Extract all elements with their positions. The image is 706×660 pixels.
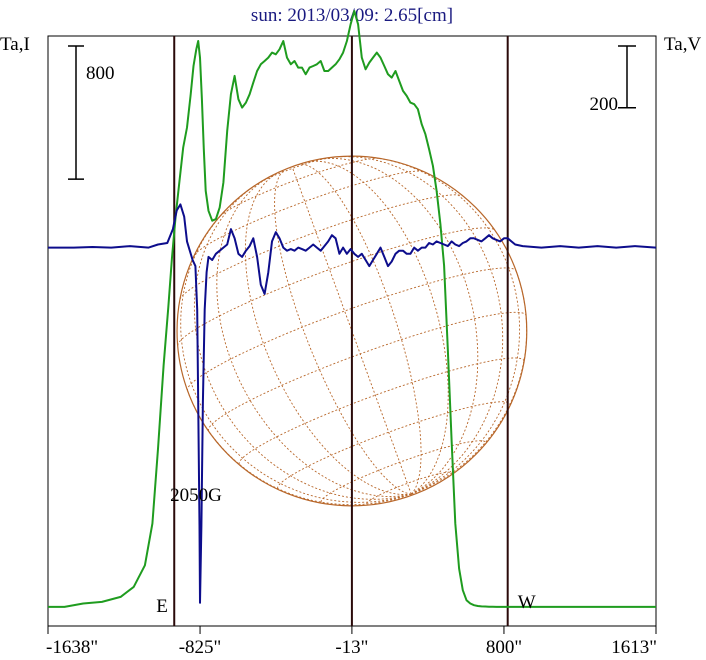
latitude-line xyxy=(219,157,379,217)
longitude-line xyxy=(216,176,412,497)
annotation-label: 2050G xyxy=(170,485,222,506)
longitude-line xyxy=(244,171,412,495)
x-tick-label: 1613" xyxy=(611,637,657,658)
annotation-label: W xyxy=(518,592,536,613)
right-axis-label: Ta,V xyxy=(664,34,701,55)
reference-lines xyxy=(173,36,509,626)
x-tick-label: -1638" xyxy=(46,637,98,658)
x-axis-ticks: -1638" -825" -13" 800" 1613" xyxy=(46,626,657,658)
solar-disk-grid xyxy=(176,155,528,507)
latitude-line xyxy=(194,170,424,256)
scale-bars: 800 200 xyxy=(68,45,636,180)
latitude-line xyxy=(256,157,331,185)
longitude-line xyxy=(291,166,412,495)
longitude-line xyxy=(305,160,449,495)
longitude-line xyxy=(187,390,412,506)
x-tick-label: -825" xyxy=(179,637,222,658)
intensity-series-line xyxy=(48,10,656,608)
series-layer xyxy=(48,10,657,608)
longitude-line xyxy=(411,271,528,495)
longitude-line xyxy=(330,156,504,495)
latitude-line xyxy=(207,311,527,432)
scale-label-right: 200 xyxy=(590,94,619,115)
annotations: 2050G E W xyxy=(156,485,535,617)
longitude-line xyxy=(193,183,412,500)
scale-label-left: 800 xyxy=(86,63,115,84)
longitude-line xyxy=(274,168,412,495)
chart-title: sun: 2013/03/09: 2.65[cm] xyxy=(251,5,453,26)
latitude-line xyxy=(277,401,511,489)
x-tick-label: 800" xyxy=(486,637,522,658)
left-axis-label: Ta,I xyxy=(0,34,30,55)
latitude-line xyxy=(179,194,464,300)
longitude-line xyxy=(316,157,479,495)
polarization-series-line xyxy=(48,203,657,604)
x-tick-label: -13" xyxy=(335,637,368,658)
annotation-label: E xyxy=(156,596,168,617)
